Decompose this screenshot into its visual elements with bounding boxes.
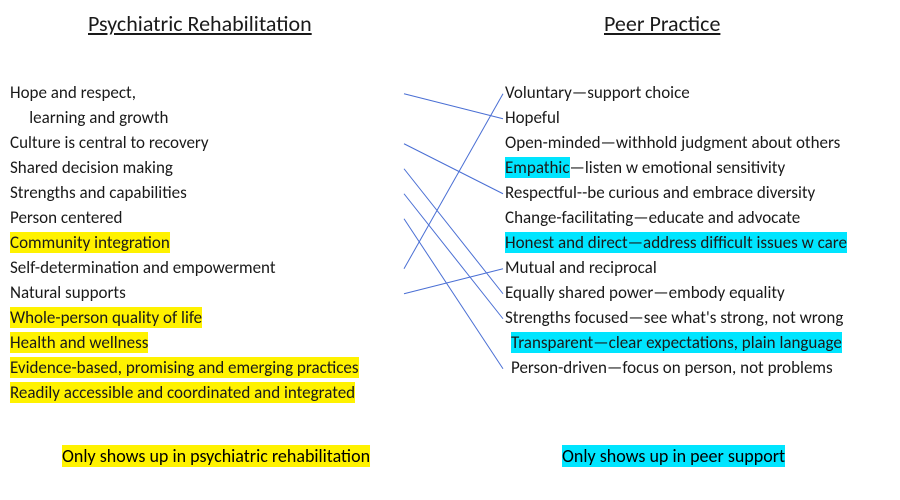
legend-right: Only shows up in peer support (562, 445, 785, 467)
left-item-0: Hope and respect, (10, 80, 440, 105)
right-item-1: Hopeful (505, 105, 900, 130)
heading-right: Peer Practice (604, 10, 720, 37)
right-item-6: Honest and direct—address difficult issu… (505, 230, 900, 255)
right-item-3: Empathic—listen w emotional sensitivity (505, 155, 900, 180)
left-item-12: Readily accessible and coordinated and i… (10, 380, 440, 405)
right-item-10: Transparent—clear expectations, plain la… (505, 330, 900, 355)
left-item-11: Evidence-based, promising and emerging p… (10, 355, 440, 380)
left-item-3: Shared decision making (10, 155, 440, 180)
left-item-7: Self-determination and empowerment (10, 255, 440, 280)
right-item-8: Equally shared power—embody equality (505, 280, 900, 305)
right-item-7: Mutual and reciprocal (505, 255, 900, 280)
left-item-10: Health and wellness (10, 330, 440, 355)
left-item-6: Community integration (10, 230, 440, 255)
right-item-5: Change-facilitating—educate and advocate (505, 205, 900, 230)
right-item-9: Strengths focused—see what's strong, not… (505, 305, 900, 330)
right-item-0: Voluntary—support choice (505, 80, 900, 105)
heading-left: Psychiatric Rehabilitation (88, 10, 312, 37)
left-item-4: Strengths and capabilities (10, 180, 440, 205)
right-item-11: Person-driven—focus on person, not probl… (505, 355, 900, 380)
left-item-2: Culture is central to recovery (10, 130, 440, 155)
left-item-5: Person centered (10, 205, 440, 230)
right-item-2: Open-minded—withhold judgment about othe… (505, 130, 900, 155)
diagram-stage: Psychiatric Rehabilitation Peer Practice… (0, 0, 900, 500)
right-item-4: Respectful--be curious and embrace diver… (505, 180, 900, 205)
left-item-9: Whole-person quality of life (10, 305, 440, 330)
left-column: Hope and respect, learning and growthCul… (10, 80, 440, 405)
legend-left: Only shows up in psychiatric rehabilitat… (62, 445, 370, 467)
left-item-8: Natural supports (10, 280, 440, 305)
left-item-1: learning and growth (10, 105, 440, 130)
right-column: Voluntary—support choiceHopefulOpen-mind… (505, 80, 900, 380)
